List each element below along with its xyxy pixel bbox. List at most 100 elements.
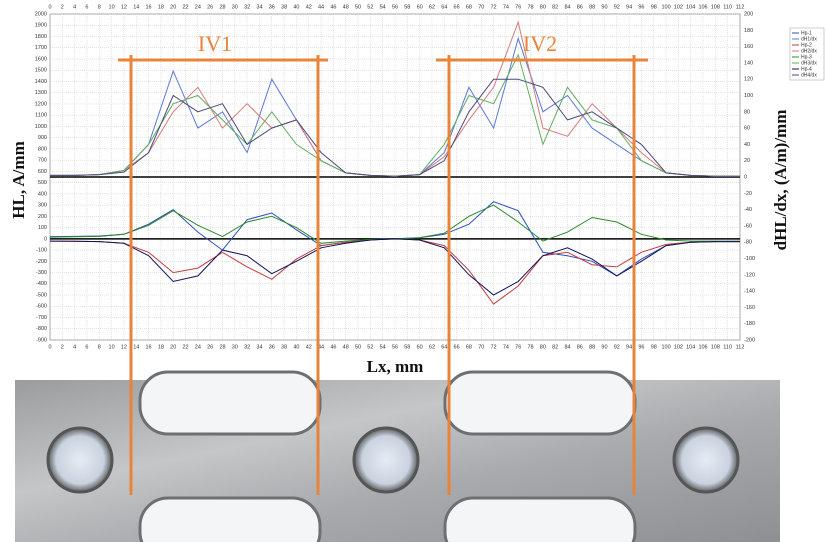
x-tick-label: 88: [589, 344, 595, 350]
y2-tick-label: 160: [744, 44, 753, 50]
y2-tick-label: -100: [744, 256, 755, 262]
y-tick-label: -100: [36, 248, 47, 254]
x-tick-label: 32: [244, 4, 250, 10]
orange-overlay: [118, 55, 648, 495]
x-tick-label: 110: [723, 344, 732, 350]
x-tick-label: 54: [380, 344, 386, 350]
x-axis-title: Lx, mm: [367, 357, 424, 376]
x-tick-label: 68: [466, 344, 472, 350]
y2-tick-label: 60: [744, 126, 750, 132]
x-tick-label: 10: [109, 4, 115, 10]
x-tick-label: 44: [318, 4, 324, 10]
y-tick-label: 1100: [35, 113, 47, 119]
legend-label: dH3/dx: [801, 60, 817, 66]
y-tick-label: 1700: [35, 45, 47, 51]
x-tick-label: 0: [48, 4, 51, 10]
x-tick-label: 36: [269, 4, 275, 10]
x-tick-label: 84: [564, 344, 570, 350]
x-tick-label: 108: [711, 344, 720, 350]
legend-label: dH1/dx: [801, 36, 817, 42]
y-tick-label: 800: [38, 146, 47, 152]
x-tick-label: 40: [293, 4, 299, 10]
x-tick-label: 50: [355, 344, 361, 350]
y2-tick-label: -20: [744, 191, 752, 197]
x-tick-label: 102: [674, 4, 683, 10]
x-tick-label: 76: [515, 4, 521, 10]
x-tick-label: 80: [540, 344, 546, 350]
annotation: IV2: [523, 31, 557, 56]
y2-tick-label: 40: [744, 142, 750, 148]
annotation: IV1: [198, 31, 232, 56]
x-tick-label: 96: [638, 4, 644, 10]
x-tick-label: 18: [158, 4, 164, 10]
y-axis-title: HL, A/mm: [9, 141, 28, 218]
x-tick-label: 94: [626, 344, 632, 350]
x-tick-label: 58: [404, 4, 410, 10]
y2-tick-label: -180: [744, 321, 755, 327]
legend-label: Hp-1: [801, 30, 812, 36]
y-tick-label: 1600: [35, 56, 47, 62]
legend-label: dH4/dx: [801, 72, 817, 78]
x-tick-label: 32: [244, 344, 250, 350]
y-tick-label: 2000: [35, 11, 47, 17]
x-tick-label: 20: [170, 4, 176, 10]
y-tick-label: 500: [38, 180, 47, 186]
x-tick-label: 42: [306, 4, 312, 10]
x-tick-label: 26: [207, 4, 213, 10]
x-tick-label: 60: [417, 344, 423, 350]
x-tick-label: 34: [256, 344, 262, 350]
y-tick-label: 1400: [35, 79, 47, 85]
y-tick-label: -800: [36, 326, 47, 332]
x-tick-label: 46: [330, 4, 336, 10]
legend-box: [789, 27, 825, 81]
x-tick-label: 100: [661, 4, 670, 10]
x-tick-label: 54: [380, 4, 386, 10]
x-tick-label: 74: [503, 344, 509, 350]
x-tick-label: 18: [158, 344, 164, 350]
x-tick-label: 86: [577, 4, 583, 10]
x-tick-label: 104: [686, 4, 695, 10]
x-tick-label: 104: [686, 344, 695, 350]
y-tick-label: -900: [36, 337, 47, 343]
x-tick-label: 92: [614, 4, 620, 10]
y-tick-label: 300: [38, 203, 47, 209]
x-tick-label: 74: [503, 4, 509, 10]
x-tick-label: 86: [577, 344, 583, 350]
x-tick-label: 90: [601, 344, 607, 350]
y2-tick-label: -160: [744, 305, 755, 311]
x-tick-label: 36: [269, 344, 275, 350]
x-tick-label: 62: [429, 4, 435, 10]
y2-tick-label: 0: [744, 174, 747, 180]
x-tick-label: 64: [441, 4, 447, 10]
x-tick-label: 92: [614, 344, 620, 350]
y-tick-label: -500: [36, 292, 47, 298]
y-tick-label: 600: [38, 169, 47, 175]
x-tick-label: 72: [491, 4, 497, 10]
x-tick-label: 106: [698, 4, 707, 10]
x-tick-label: 34: [256, 4, 262, 10]
x-tick-label: 112: [736, 344, 745, 350]
x-tick-label: 24: [195, 344, 201, 350]
y2-tick-label: -200: [744, 337, 755, 343]
x-tick-label: 62: [429, 344, 435, 350]
x-tick-label: 12: [121, 344, 127, 350]
series-line: [49, 238, 740, 296]
x-tick-label: 66: [454, 344, 460, 350]
x-tick-label: 56: [392, 344, 398, 350]
x-tick-label: 22: [182, 4, 188, 10]
x-tick-label: 14: [133, 344, 139, 350]
x-tick-label: 84: [564, 4, 570, 10]
y-tick-label: -600: [36, 304, 47, 310]
x-tick-label: 22: [182, 344, 188, 350]
y2-tick-label: -60: [744, 223, 752, 229]
x-tick-label: 76: [515, 344, 521, 350]
y2-tick-label: 180: [744, 28, 753, 34]
x-tick-label: 48: [343, 4, 349, 10]
x-tick-label: 48: [343, 344, 349, 350]
y2-tick-label: 80: [744, 109, 750, 115]
y2-tick-label: 140: [744, 60, 753, 66]
series-line: [50, 78, 740, 177]
y2-tick-label: 20: [744, 158, 750, 164]
x-tick-label: 100: [661, 344, 670, 350]
y2-tick-label: 120: [744, 77, 753, 83]
